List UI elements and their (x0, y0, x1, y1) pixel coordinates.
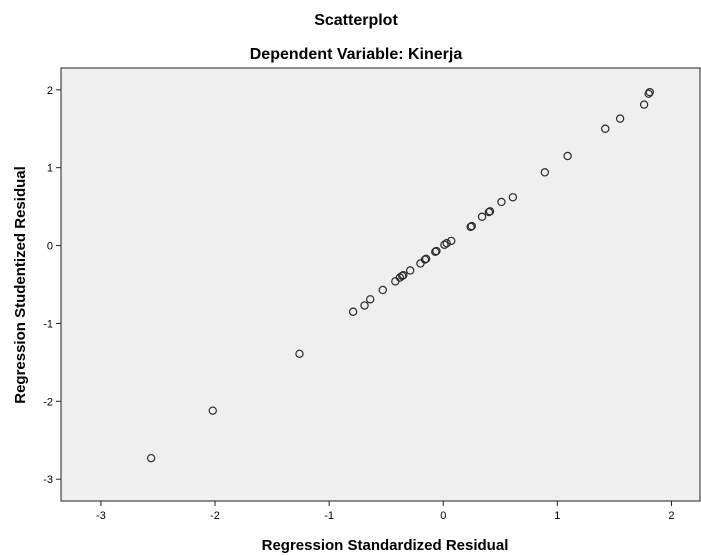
scatter-point (601, 124, 610, 133)
scatter-point (440, 240, 449, 249)
scatter-point (485, 207, 495, 216)
data-points (146, 87, 654, 463)
y-tick-label: 1 (47, 163, 53, 175)
y-tick-label: 0 (47, 241, 53, 253)
scatter-point (208, 406, 217, 415)
scatter-point (442, 239, 451, 248)
scatter-point (540, 168, 550, 177)
scatter-point (477, 212, 487, 221)
scatter-point (645, 87, 654, 97)
chart-subtitle: Dependent Variable: Kinerja (250, 46, 463, 63)
scatter-point (508, 193, 518, 202)
scatter-point (467, 221, 476, 231)
scatter-point (399, 270, 408, 280)
plot-area (60, 67, 701, 502)
scatter-point (644, 89, 653, 98)
x-tick-label: -3 (96, 510, 106, 522)
y-axis-ticks: 2 1 0 -1 -2 -3 (43, 85, 61, 486)
scatter-point (497, 197, 506, 207)
scatter-point (447, 236, 456, 246)
scatter-point (405, 266, 415, 275)
scatter-point (397, 271, 407, 281)
scatter-point (420, 255, 430, 264)
scatter-point (639, 100, 649, 109)
scatter-point (466, 222, 475, 232)
scatter-point (563, 151, 572, 161)
y-tick-label: -3 (43, 474, 53, 486)
y-tick-label: -2 (43, 396, 53, 408)
scatter-point (431, 247, 440, 256)
scatter-point (378, 285, 387, 295)
y-tick-label: 2 (47, 85, 53, 97)
x-axis-ticks: -3 -2 -1 0 1 2 (96, 501, 675, 522)
scatter-point (484, 207, 494, 217)
scatter-point (366, 295, 375, 304)
scatter-point (421, 254, 431, 264)
x-tick-label: 0 (440, 510, 446, 522)
scatter-point (360, 301, 369, 310)
x-tick-label: -1 (324, 510, 334, 522)
x-tick-label: 1 (554, 510, 560, 522)
x-tick-label: -2 (210, 510, 220, 522)
scatter-point (146, 453, 156, 463)
x-tick-label: 2 (668, 510, 674, 522)
y-axis-label: Regression Studentized Residual (12, 166, 29, 404)
x-axis-label: Regression Standardized Residual (262, 537, 509, 554)
scatter-point (348, 307, 358, 316)
scatter-point (615, 114, 625, 123)
scatter-point (432, 246, 441, 256)
scatter-point (295, 349, 304, 359)
y-tick-label: -1 (43, 318, 53, 330)
chart-title: Scatterplot (314, 12, 398, 29)
